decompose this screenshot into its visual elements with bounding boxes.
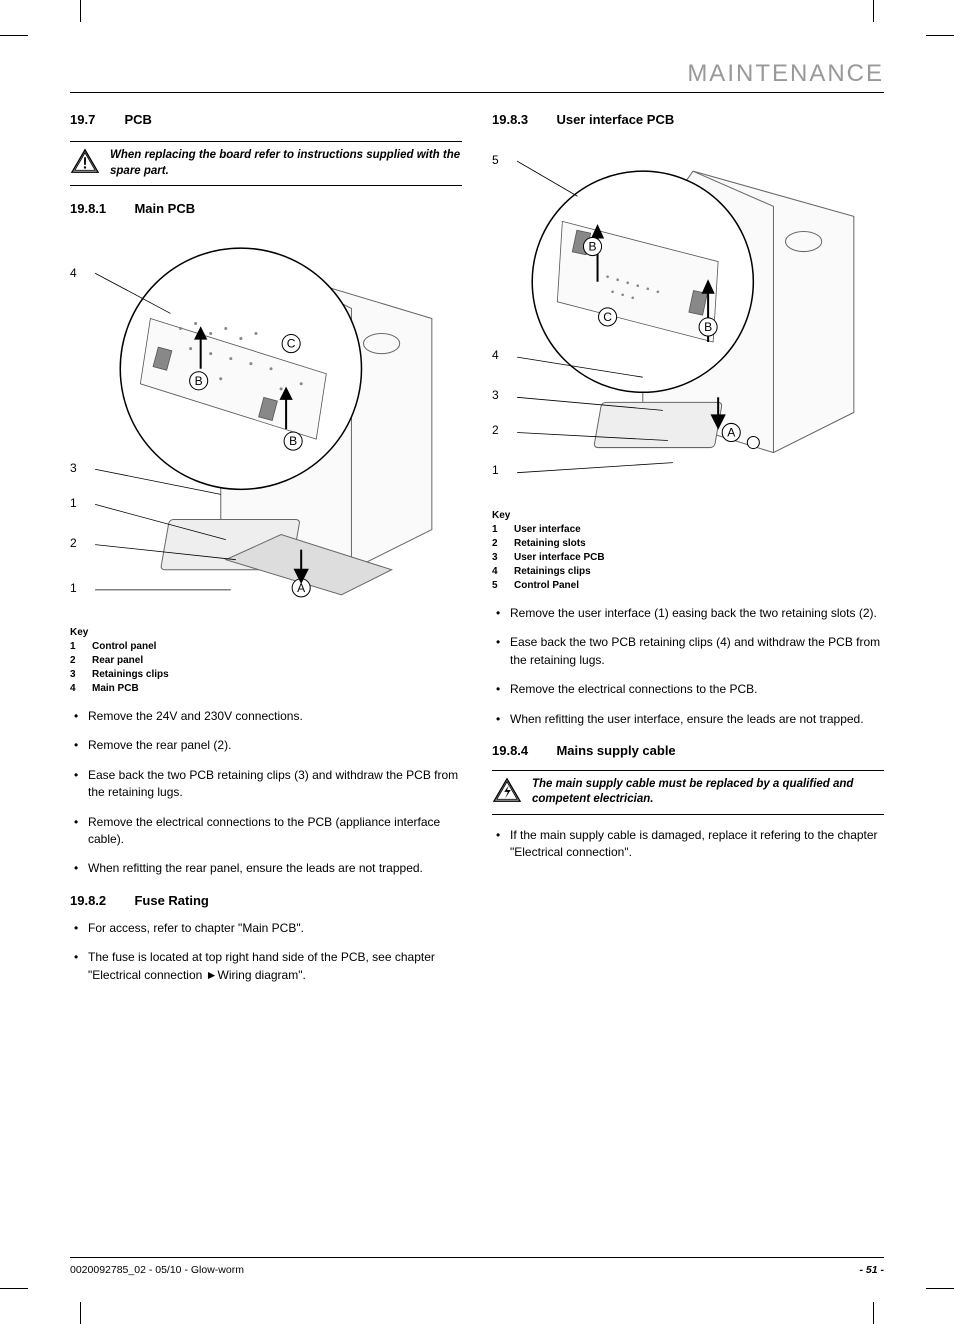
callout-label: 1: [492, 463, 499, 477]
steps-list: If the main supply cable is damaged, rep…: [492, 827, 884, 862]
warning-box: The main supply cable must be replaced b…: [492, 770, 884, 815]
svg-text:B: B: [588, 240, 596, 254]
step-item: If the main supply cable is damaged, rep…: [492, 827, 884, 862]
step-item: For access, refer to chapter "Main PCB".: [70, 920, 462, 937]
step-item: Remove the electrical connections to the…: [70, 814, 462, 849]
main-pcb-diagram: B C B A 4 3 1: [70, 228, 462, 618]
svg-text:C: C: [287, 337, 296, 351]
step-item: When refitting the rear panel, ensure th…: [70, 860, 462, 877]
svg-text:B: B: [195, 374, 203, 388]
section-number: 19.7: [70, 112, 120, 127]
section-title: User interface PCB: [556, 112, 674, 127]
step-item: Remove the user interface (1) easing bac…: [492, 605, 884, 622]
page-number: - 51 -: [859, 1264, 884, 1276]
callout-label: 2: [70, 536, 77, 550]
section-title: Main PCB: [134, 201, 195, 216]
step-item: Remove the electrical connections to the…: [492, 681, 884, 698]
warning-text: The main supply cable must be replaced b…: [532, 777, 884, 808]
user-interface-pcb-diagram: B C B A 5 4 3 2 1: [492, 141, 884, 501]
key-row: 4Main PCB: [70, 682, 462, 696]
electrical-hazard-icon: [492, 777, 522, 803]
callout-label: 1: [70, 496, 77, 510]
step-item: Ease back the two PCB retaining clips (3…: [70, 767, 462, 802]
key-row: 3Retainings clips: [70, 668, 462, 682]
key-title: Key: [492, 509, 884, 523]
key-title: Key: [70, 626, 462, 640]
steps-list: Remove the user interface (1) easing bac…: [492, 605, 884, 728]
section-title: Fuse Rating: [134, 893, 208, 908]
page-footer: 0020092785_02 - 05/10 - Glow-worm - 51 -: [70, 1257, 884, 1276]
left-column: 19.7 PCB When replacing the board refer …: [70, 111, 462, 996]
key-row: 2Retaining slots: [492, 537, 884, 551]
section-number: 19.8.4: [492, 743, 552, 758]
key-row: 3User interface PCB: [492, 551, 884, 565]
key-row: 2Rear panel: [70, 654, 462, 668]
key-row: 5Control Panel: [492, 579, 884, 593]
section-title: Mains supply cable: [556, 743, 675, 758]
key-row: 1Control panel: [70, 640, 462, 654]
step-item: When refitting the user interface, ensur…: [492, 711, 884, 728]
callout-label: 5: [492, 153, 499, 167]
diagram-key: Key 1User interface 2Retaining slots 3Us…: [492, 509, 884, 593]
step-item: Ease back the two PCB retaining clips (4…: [492, 634, 884, 669]
callout-label: 4: [492, 348, 499, 362]
section-title: PCB: [124, 112, 151, 127]
key-row: 1User interface: [492, 523, 884, 537]
diagram-key: Key 1Control panel 2Rear panel 3Retainin…: [70, 626, 462, 696]
step-item: Remove the rear panel (2).: [70, 737, 462, 754]
warning-text: When replacing the board refer to instru…: [110, 148, 462, 179]
svg-text:A: A: [727, 426, 736, 440]
section-number: 19.8.3: [492, 112, 552, 127]
steps-list: For access, refer to chapter "Main PCB".…: [70, 920, 462, 984]
section-19-8-1: 19.8.1 Main PCB: [70, 200, 462, 218]
step-item: The fuse is located at top right hand si…: [70, 949, 462, 984]
svg-text:B: B: [704, 320, 712, 334]
callout-label: 4: [70, 266, 77, 280]
section-19-8-2: 19.8.2 Fuse Rating: [70, 892, 462, 910]
callout-label: 3: [492, 388, 499, 402]
section-19-8-4: 19.8.4 Mains supply cable: [492, 742, 884, 760]
svg-text:B: B: [289, 434, 297, 448]
doc-id: 0020092785_02 - 05/10 - Glow-worm: [70, 1264, 244, 1276]
key-row: 4Retainings clips: [492, 565, 884, 579]
steps-list: Remove the 24V and 230V connections. Rem…: [70, 708, 462, 878]
step-item: Remove the 24V and 230V connections.: [70, 708, 462, 725]
right-column: 19.8.3 User interface PCB: [492, 111, 884, 996]
callout-label: 3: [70, 461, 77, 475]
section-19-8-3: 19.8.3 User interface PCB: [492, 111, 884, 129]
callout-label: 2: [492, 423, 499, 437]
two-column-layout: 19.7 PCB When replacing the board refer …: [70, 111, 884, 996]
svg-text:C: C: [603, 310, 612, 324]
section-number: 19.8.2: [70, 893, 130, 908]
page-header: MAINTENANCE: [70, 60, 884, 93]
section-number: 19.8.1: [70, 201, 130, 216]
caution-icon: [70, 148, 100, 174]
section-19-7: 19.7 PCB: [70, 111, 462, 129]
callout-label: 1: [70, 581, 77, 595]
warning-box: When replacing the board refer to instru…: [70, 141, 462, 186]
